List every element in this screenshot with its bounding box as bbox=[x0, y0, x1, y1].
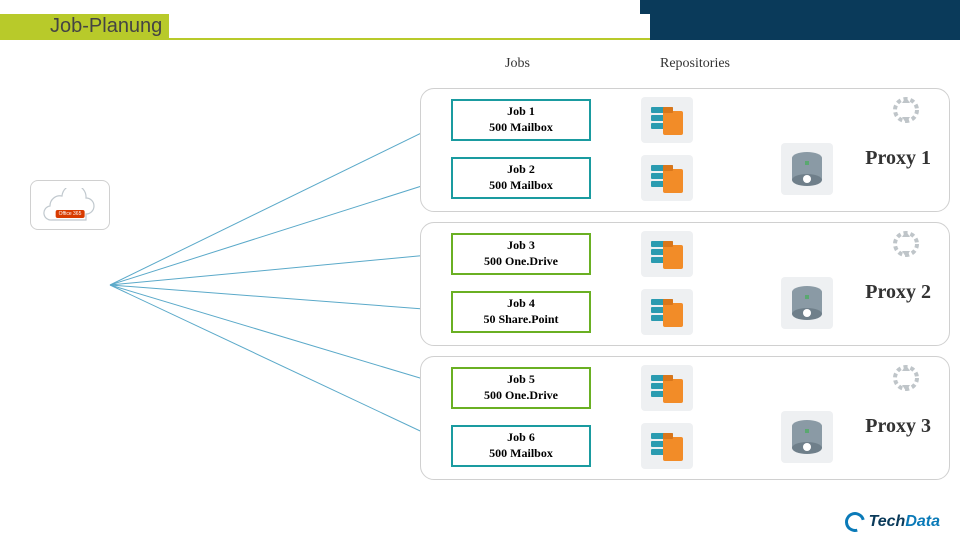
job-desc: 500 Mailbox bbox=[489, 120, 553, 136]
job-name: Job 6 bbox=[507, 430, 535, 446]
repo-icon bbox=[641, 231, 693, 277]
page-title: Job-Planung bbox=[0, 15, 162, 38]
logo-swirl-icon bbox=[841, 508, 868, 535]
job-4: Job 450 Share.Point bbox=[451, 291, 591, 333]
proxy-label: Proxy 1 bbox=[865, 147, 931, 170]
col-repos-label: Repositories bbox=[660, 56, 730, 72]
job-desc: 500 Mailbox bbox=[489, 446, 553, 462]
footer-logo: TechData bbox=[845, 512, 940, 532]
job-desc: 50 Share.Point bbox=[483, 312, 558, 328]
brand-part2: Data bbox=[905, 513, 940, 530]
job-desc: 500 One.Drive bbox=[484, 388, 558, 404]
title-bar: Job-Planung bbox=[0, 14, 650, 40]
repo-icon bbox=[641, 155, 693, 201]
cloud-icon: Office 365 bbox=[40, 188, 100, 222]
job-name: Job 5 bbox=[507, 372, 535, 388]
header-dark-strip bbox=[650, 14, 960, 40]
sync-icon bbox=[891, 363, 921, 398]
job-desc: 500 Mailbox bbox=[489, 178, 553, 194]
repo-icon bbox=[641, 97, 693, 143]
job-name: Job 2 bbox=[507, 162, 535, 178]
source-office365: Office 365 bbox=[30, 180, 110, 230]
job-2: Job 2500 Mailbox bbox=[451, 157, 591, 199]
repo-icon bbox=[641, 423, 693, 469]
job-6: Job 6500 Mailbox bbox=[451, 425, 591, 467]
proxy-label: Proxy 3 bbox=[865, 415, 931, 438]
sync-icon bbox=[891, 95, 921, 130]
brand-part1: Tech bbox=[869, 513, 906, 530]
proxy-label: Proxy 2 bbox=[865, 281, 931, 304]
repo-icon bbox=[641, 289, 693, 335]
proxy-3: Proxy 3 Job 5500 One.Drive Job 6500 Mail… bbox=[420, 356, 950, 480]
job-1: Job 1500 Mailbox bbox=[451, 99, 591, 141]
job-name: Job 3 bbox=[507, 238, 535, 254]
repo-icon bbox=[641, 365, 693, 411]
job-3: Job 3500 One.Drive bbox=[451, 233, 591, 275]
sync-icon bbox=[891, 229, 921, 264]
disk-icon bbox=[781, 411, 833, 463]
disk-icon bbox=[781, 277, 833, 329]
office365-badge: Office 365 bbox=[56, 210, 85, 218]
job-desc: 500 One.Drive bbox=[484, 254, 558, 270]
disk-icon bbox=[781, 143, 833, 195]
col-jobs-label: Jobs bbox=[505, 56, 530, 72]
proxy-1: Proxy 1 Job 1500 Mailbox Job 2500 Mailbo… bbox=[420, 88, 950, 212]
proxy-2: Proxy 2 Job 3500 One.Drive Job 450 Share… bbox=[420, 222, 950, 346]
job-name: Job 4 bbox=[507, 296, 535, 312]
job-5: Job 5500 One.Drive bbox=[451, 367, 591, 409]
job-name: Job 1 bbox=[507, 104, 535, 120]
